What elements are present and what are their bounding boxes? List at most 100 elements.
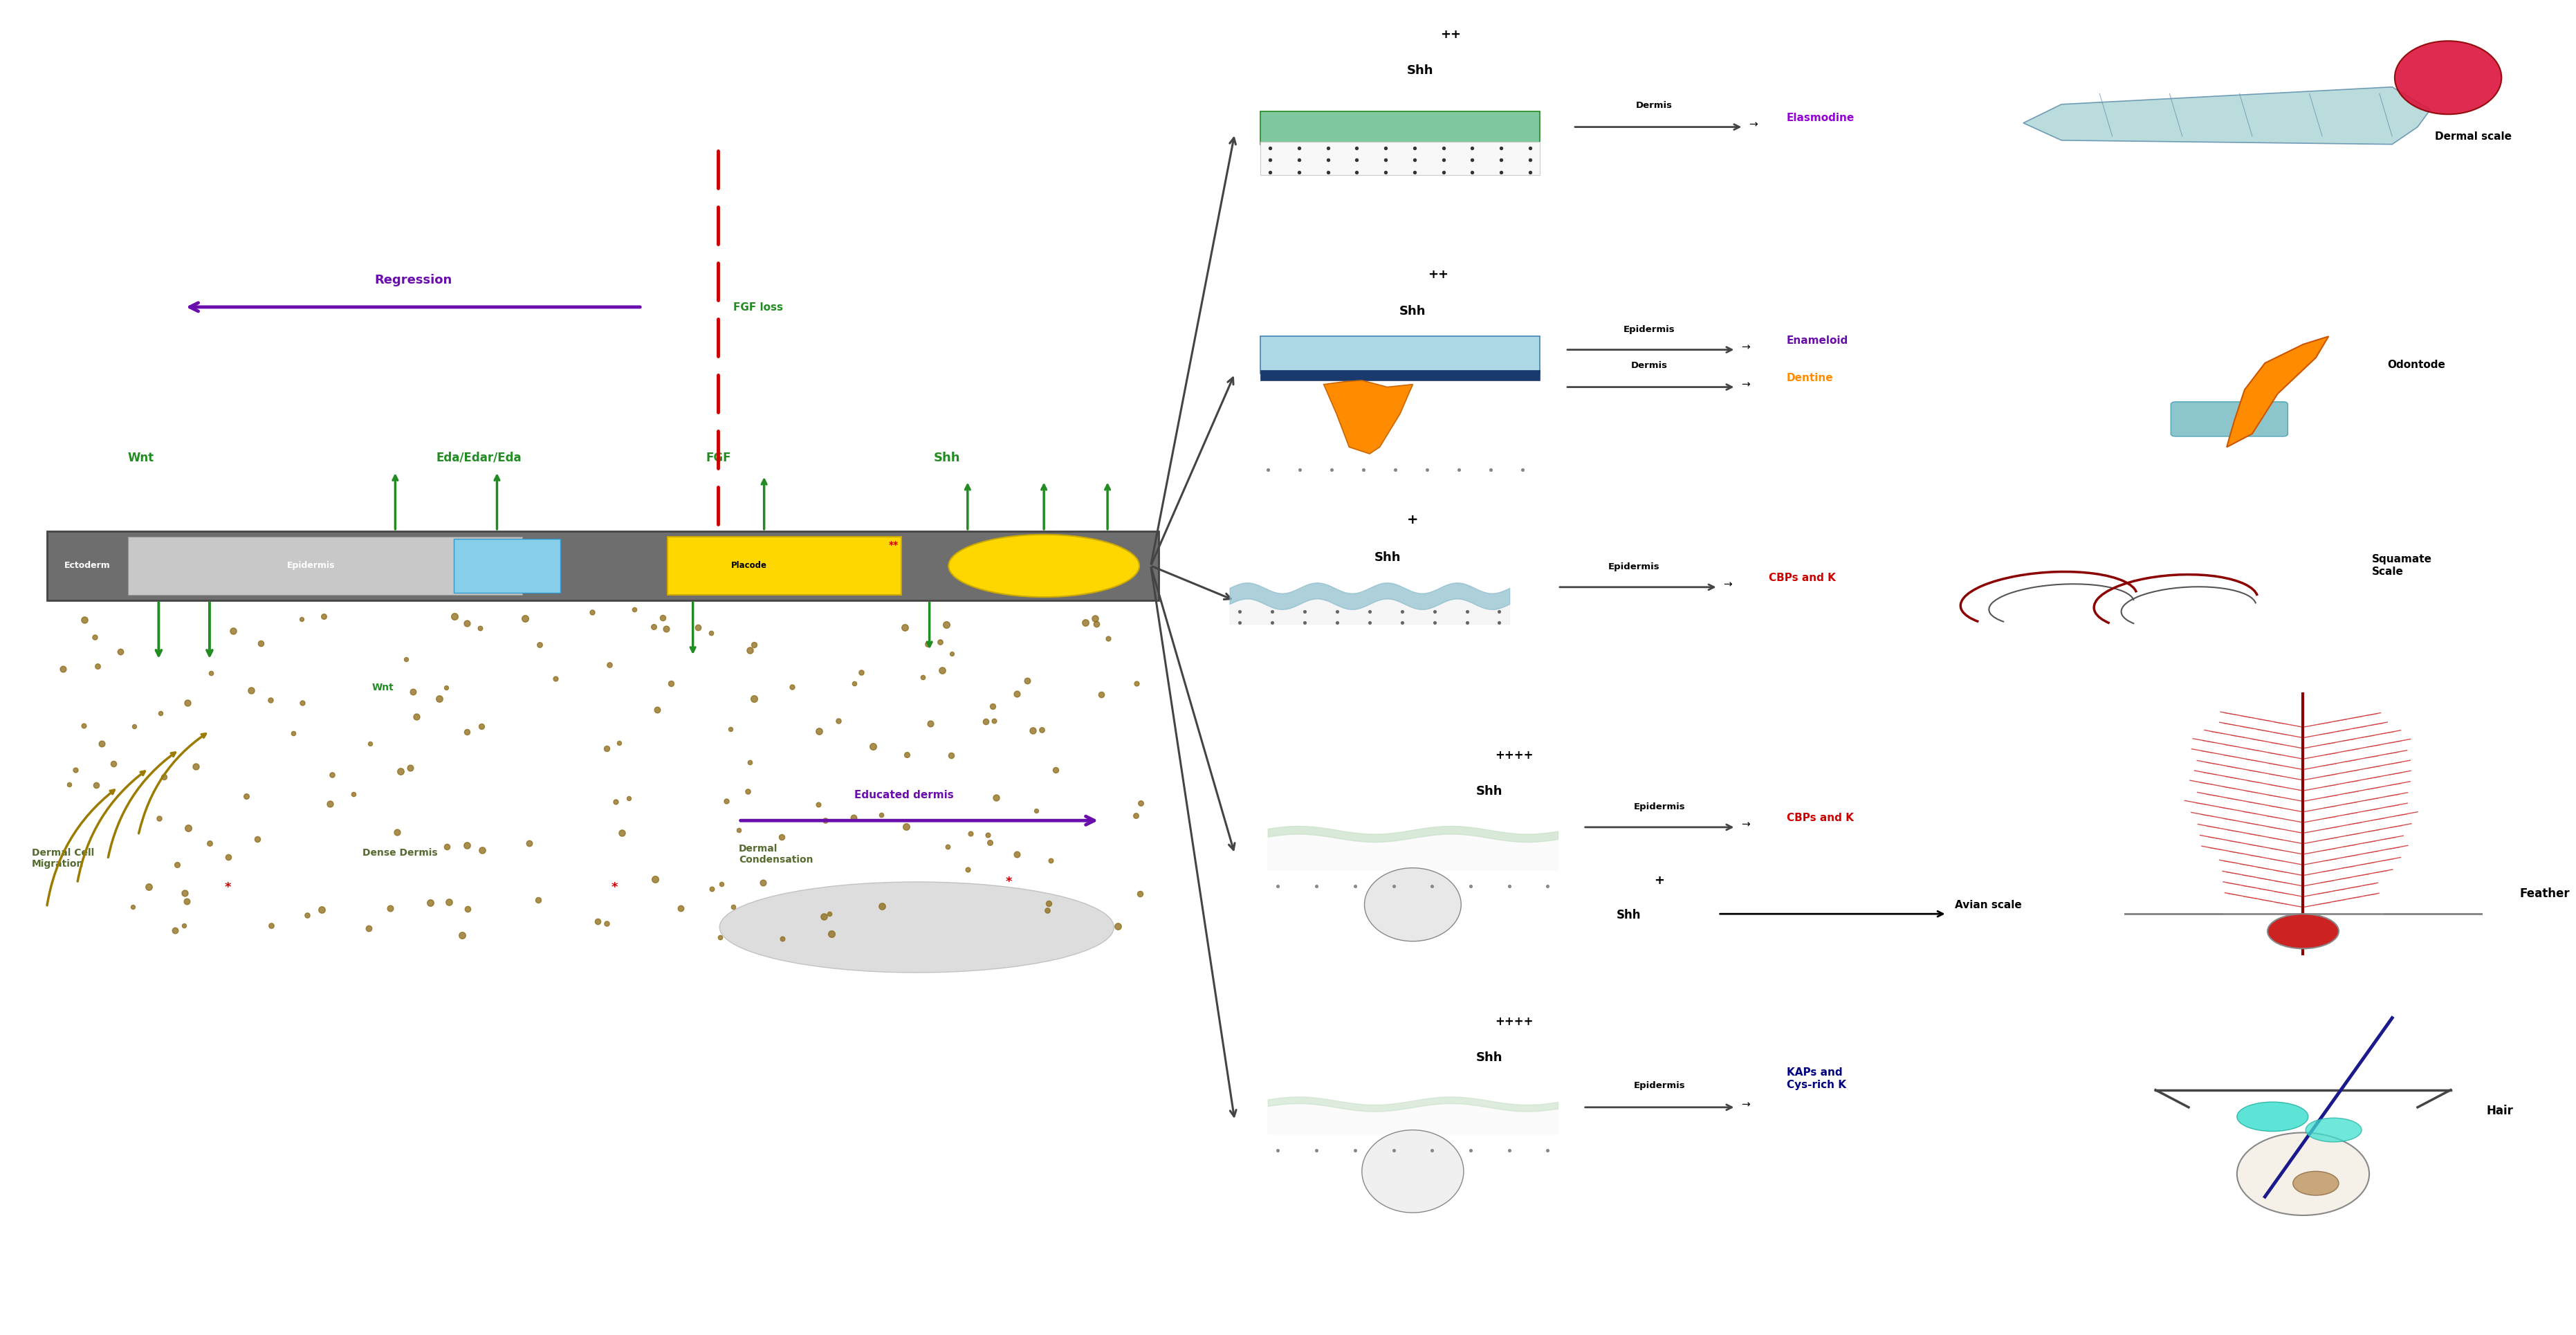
Point <box>54 760 95 781</box>
Point <box>690 878 732 900</box>
Text: ++++: ++++ <box>1494 749 1533 761</box>
Text: Dermal scale: Dermal scale <box>2434 131 2512 142</box>
Point <box>1450 1139 1492 1160</box>
Point <box>587 738 629 760</box>
Point <box>608 788 649 809</box>
Point <box>332 784 374 805</box>
Text: CBPs and K: CBPs and K <box>1788 813 1855 822</box>
Point <box>113 716 155 737</box>
Text: Shh: Shh <box>1618 908 1641 921</box>
Point <box>819 710 860 732</box>
Point <box>886 817 927 838</box>
Point <box>1412 1139 1453 1160</box>
Point <box>425 678 466 700</box>
Point <box>1450 150 1492 171</box>
Text: →: → <box>1741 379 1749 390</box>
Point <box>600 822 641 844</box>
Point <box>1489 1139 1530 1160</box>
Text: Placode: Placode <box>732 561 768 569</box>
Text: Hair: Hair <box>2486 1104 2514 1117</box>
Point <box>446 721 487 742</box>
Point <box>1528 1139 1569 1160</box>
Text: Wnt: Wnt <box>129 451 155 463</box>
Point <box>1115 673 1157 694</box>
Text: CBPs and K: CBPs and K <box>1770 573 1837 583</box>
Text: +: + <box>1406 513 1419 526</box>
Text: →: → <box>1741 820 1749 829</box>
Point <box>1278 162 1319 183</box>
Point <box>368 897 410 918</box>
Point <box>1218 613 1260 634</box>
Point <box>1082 684 1123 705</box>
Point <box>690 623 732 645</box>
Point <box>62 716 103 737</box>
Point <box>930 643 971 665</box>
FancyBboxPatch shape <box>1260 143 1540 176</box>
Point <box>1097 916 1139 937</box>
Point <box>188 833 229 854</box>
Text: Ectoderm: Ectoderm <box>64 561 111 569</box>
Point <box>677 617 719 638</box>
Point <box>1249 162 1291 183</box>
Point <box>1316 601 1358 622</box>
Point <box>1015 801 1056 822</box>
Point <box>64 609 106 630</box>
Point <box>1012 720 1054 741</box>
Point <box>1445 613 1486 634</box>
Point <box>41 658 82 680</box>
Point <box>209 846 250 868</box>
Point <box>969 832 1010 853</box>
Point <box>167 890 209 912</box>
Point <box>1309 138 1350 159</box>
Point <box>969 825 1010 846</box>
Text: Enameloid: Enameloid <box>1788 335 1850 346</box>
Text: Epidermis: Epidermis <box>1633 802 1685 810</box>
Point <box>927 836 969 857</box>
Point <box>853 736 894 757</box>
Point <box>1365 162 1406 183</box>
Point <box>922 659 963 681</box>
Point <box>641 607 683 629</box>
Point <box>860 805 902 826</box>
Text: →: → <box>1749 119 1757 129</box>
Text: →: → <box>1723 579 1731 590</box>
Point <box>1510 138 1551 159</box>
Point <box>1422 162 1463 183</box>
Point <box>1510 150 1551 171</box>
Polygon shape <box>2226 336 2329 447</box>
Point <box>446 613 487 634</box>
Text: *: * <box>224 881 232 893</box>
Point <box>139 702 180 724</box>
Point <box>840 662 881 684</box>
Point <box>304 606 345 627</box>
Point <box>1373 1139 1414 1160</box>
Point <box>719 820 760 841</box>
Point <box>701 926 742 948</box>
Text: Shh: Shh <box>935 451 961 463</box>
Point <box>799 794 840 816</box>
Point <box>1376 459 1417 481</box>
Point <box>1414 613 1455 634</box>
Point <box>49 774 90 796</box>
Point <box>1450 162 1492 183</box>
Point <box>930 745 971 766</box>
Point <box>925 614 966 635</box>
Point <box>971 696 1012 717</box>
Point <box>1028 900 1069 921</box>
Point <box>1087 629 1128 650</box>
Point <box>167 693 209 714</box>
Text: KAPs and
Cys-rich K: KAPs and Cys-rich K <box>1788 1067 1847 1089</box>
Point <box>75 627 116 649</box>
Point <box>1365 138 1406 159</box>
Text: Shh: Shh <box>1476 1051 1502 1064</box>
Point <box>734 688 775 709</box>
Ellipse shape <box>2236 1132 2370 1215</box>
Point <box>237 829 278 850</box>
Point <box>1481 138 1522 159</box>
FancyBboxPatch shape <box>1260 112 1540 146</box>
Point <box>165 882 206 904</box>
Ellipse shape <box>2396 41 2501 115</box>
Text: Dense Dermis: Dense Dermis <box>363 848 438 857</box>
Point <box>428 892 469 913</box>
Point <box>1450 876 1492 897</box>
